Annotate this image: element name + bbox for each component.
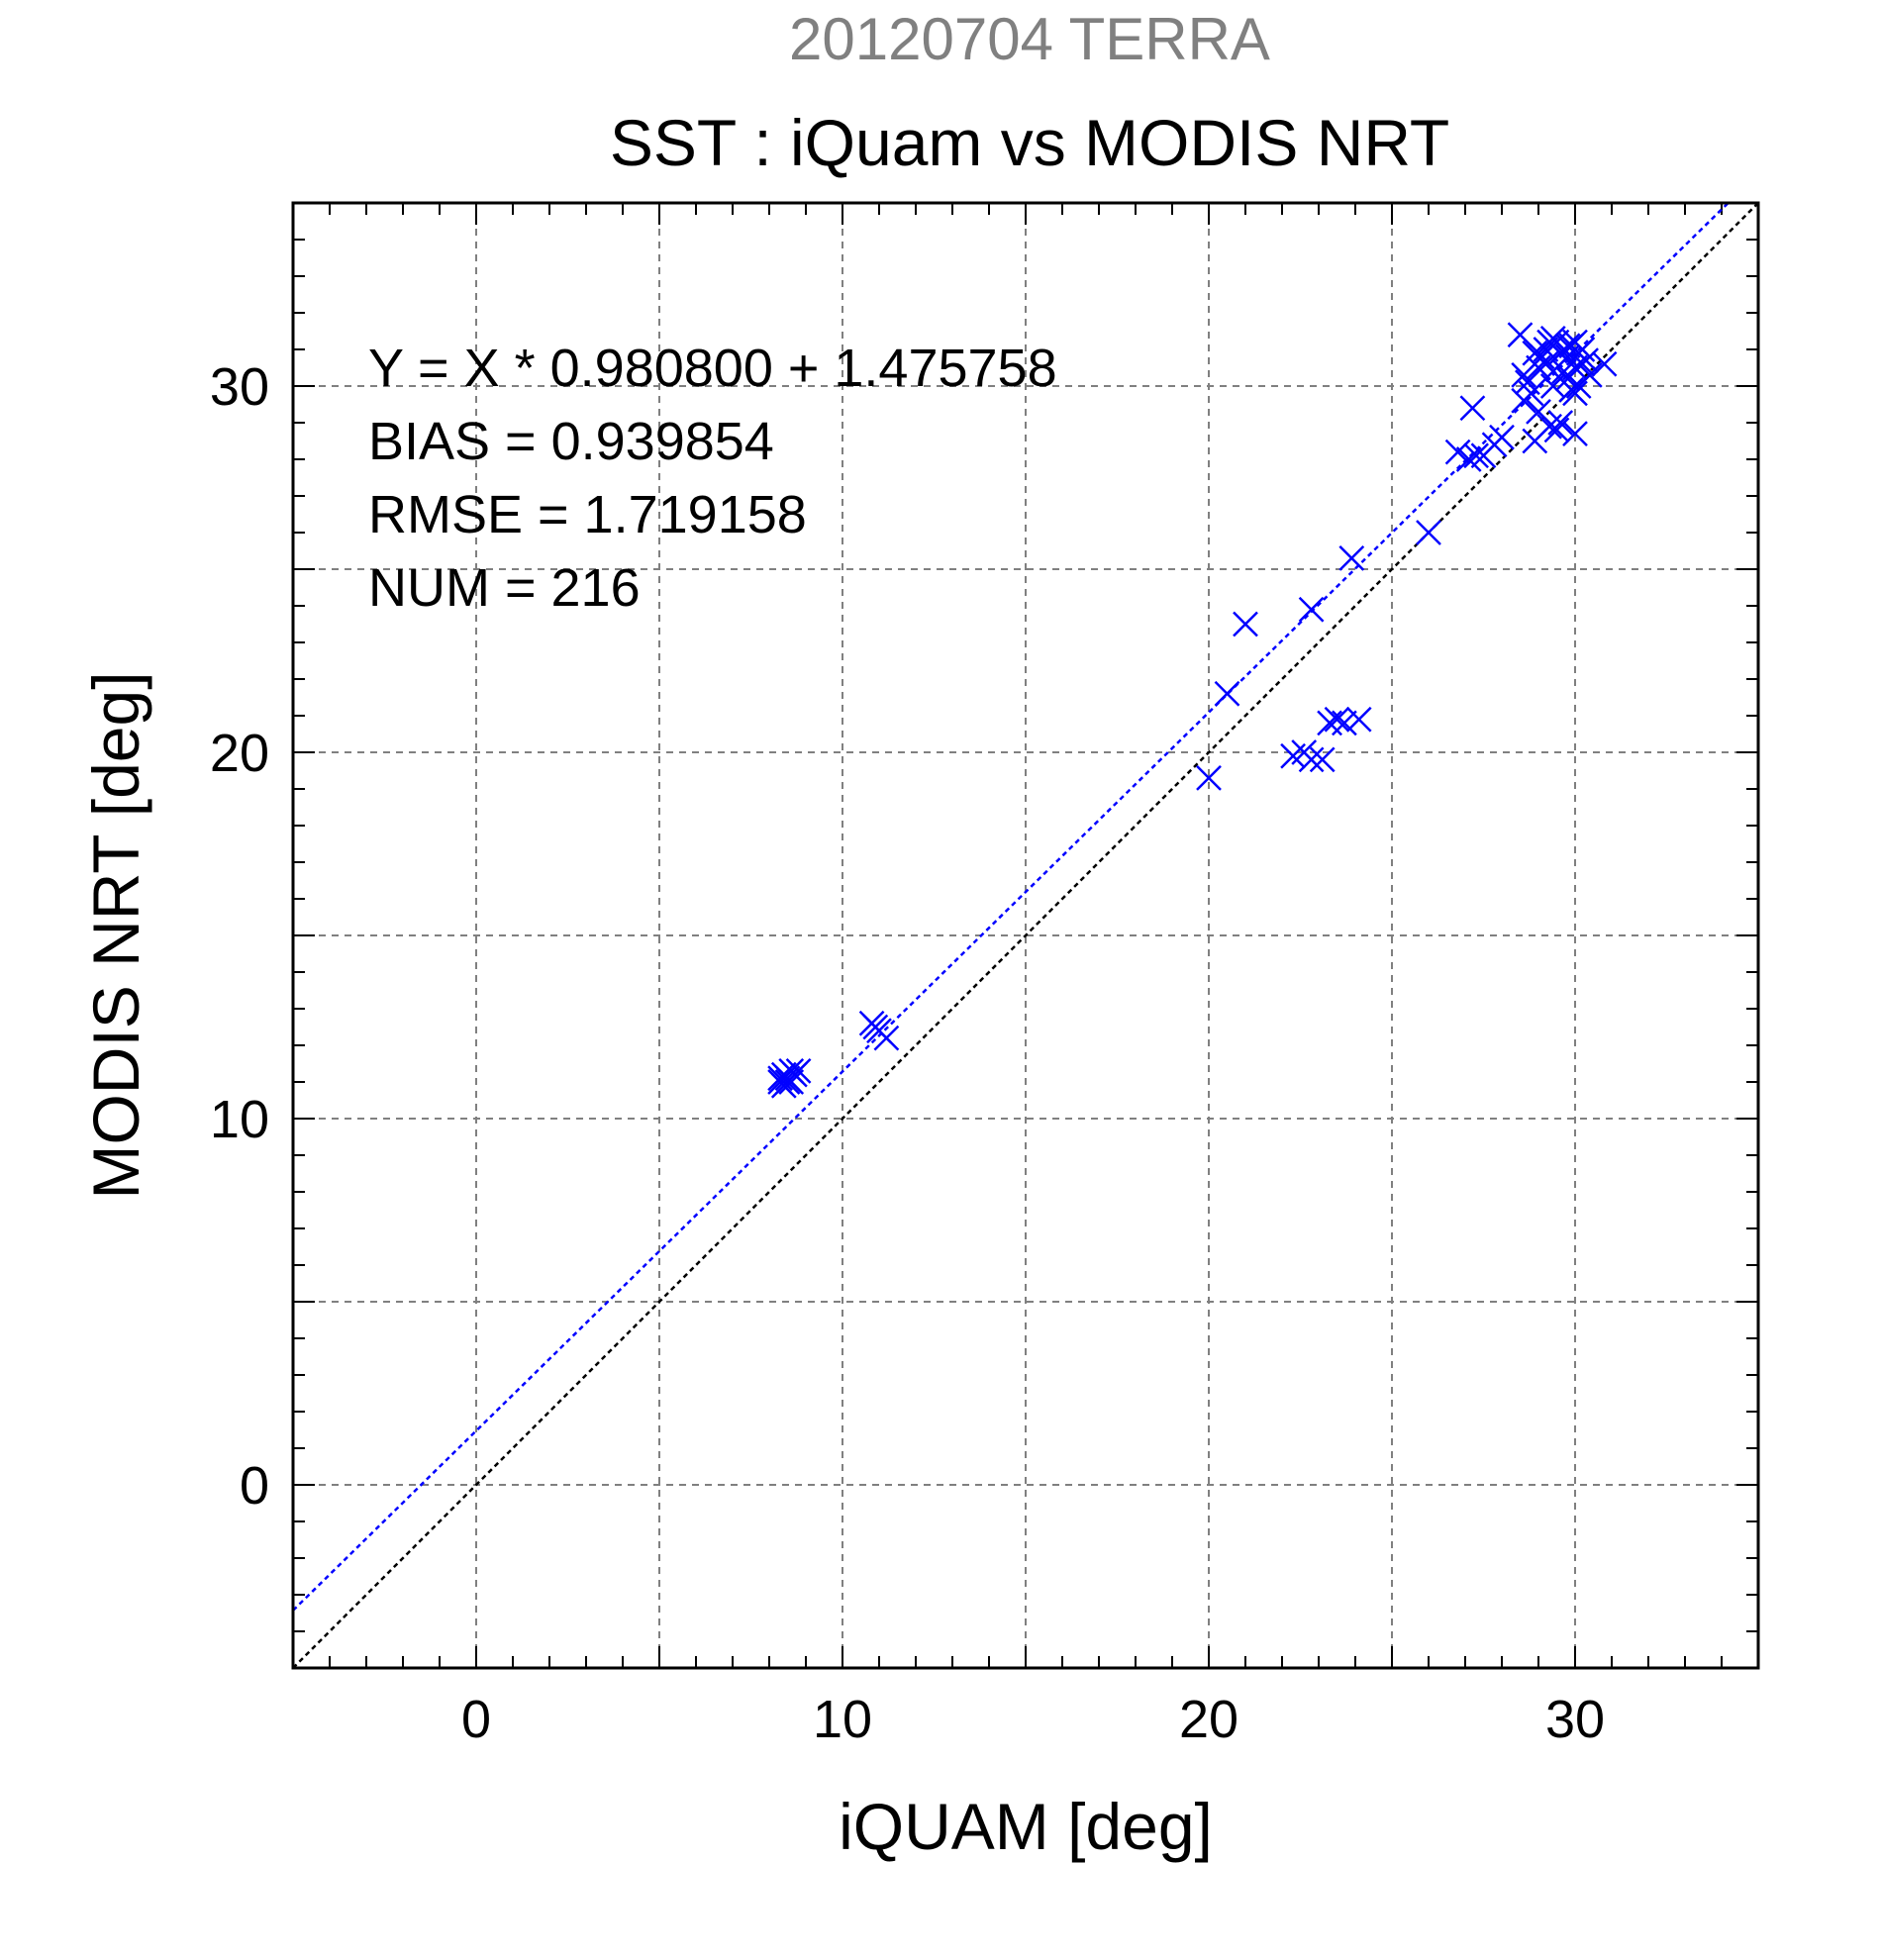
marker-stroke <box>1455 446 1482 472</box>
marker-stroke <box>1569 350 1596 377</box>
marker-stroke <box>1489 424 1515 450</box>
marker-stroke <box>1539 358 1566 385</box>
marker-stroke <box>1562 380 1588 407</box>
y-tick-label: 20 <box>210 724 269 783</box>
marker-stroke <box>1196 765 1222 791</box>
marker-stroke <box>1562 329 1588 355</box>
data-point <box>1214 680 1240 707</box>
y-tick-label: 0 <box>240 1456 269 1516</box>
marker-stroke <box>1507 322 1534 348</box>
marker-stroke <box>1309 746 1336 773</box>
data-point <box>1298 746 1325 773</box>
data-point <box>1298 596 1325 623</box>
data-point <box>1562 380 1588 407</box>
data-point <box>1338 545 1365 571</box>
marker-stroke <box>1526 399 1551 425</box>
marker-stroke <box>1332 710 1357 736</box>
stats-line: NUM = 216 <box>368 558 641 618</box>
data-point <box>1562 421 1588 446</box>
y-axis-label: MODIS NRT [deg] <box>79 671 152 1199</box>
data-point <box>1459 395 1486 422</box>
marker-stroke <box>1591 350 1618 377</box>
chart-title: SST : iQuam vs MODIS NRT <box>610 106 1449 179</box>
marker-stroke <box>1547 410 1574 436</box>
data-point <box>1233 611 1258 637</box>
stats-line: RMSE = 1.719158 <box>368 485 807 544</box>
marker-stroke <box>785 1058 812 1084</box>
data-point <box>1416 520 1441 545</box>
identity-line <box>293 203 1758 1668</box>
data-point <box>778 1069 805 1095</box>
x-tick-label: 10 <box>813 1690 872 1749</box>
data-points <box>767 322 1618 1099</box>
data-point <box>1507 322 1534 348</box>
x-tick-labels: 0 10 20 30 <box>461 1690 1605 1749</box>
marker-stroke <box>1298 746 1325 773</box>
data-point <box>1569 350 1596 377</box>
marker-stroke <box>1511 387 1537 414</box>
data-point <box>1463 442 1489 469</box>
stats-line: BIAS = 0.939854 <box>368 412 774 471</box>
data-point <box>1309 746 1336 773</box>
marker-stroke <box>1459 395 1486 422</box>
data-point <box>1196 765 1222 791</box>
data-point <box>1345 706 1372 733</box>
data-point <box>1489 424 1515 450</box>
x-axis-label: iQUAM [deg] <box>839 1790 1213 1863</box>
data-point <box>1332 710 1357 736</box>
data-point <box>785 1058 812 1084</box>
y-tick-labels: 0 10 20 30 <box>210 357 269 1516</box>
stats-line: Y = X * 0.980800 + 1.475758 <box>368 339 1057 398</box>
marker-stroke <box>1554 333 1581 359</box>
data-point <box>1554 333 1581 359</box>
marker-stroke <box>767 1065 793 1092</box>
marker-stroke <box>1298 596 1325 623</box>
marker-stroke <box>1416 520 1441 545</box>
regression-line <box>293 203 1731 1612</box>
stats-annotation: Y = X * 0.980800 + 1.475758 BIAS = 0.9398… <box>368 339 1057 618</box>
marker-stroke <box>778 1069 805 1095</box>
data-point <box>1324 706 1350 733</box>
marker-stroke <box>1324 706 1350 733</box>
marker-stroke <box>873 1025 900 1051</box>
y-tick-label: 10 <box>210 1090 269 1149</box>
data-point <box>1591 350 1618 377</box>
marker-stroke <box>1562 421 1588 446</box>
data-point <box>1547 410 1574 436</box>
data-point <box>1539 358 1566 385</box>
plot-frame <box>291 201 1760 1670</box>
reference-lines <box>293 203 1758 1668</box>
marker-stroke <box>1233 611 1258 637</box>
data-point <box>1562 329 1588 355</box>
marker-stroke <box>1551 358 1577 385</box>
y-tick-label: 30 <box>210 357 269 417</box>
marker-stroke <box>1565 373 1592 399</box>
data-point <box>873 1025 900 1051</box>
marker-stroke <box>1345 706 1372 733</box>
chart-suptitle: 20120704 TERRA <box>789 6 1270 72</box>
axis-ticks <box>293 203 1758 1668</box>
marker-stroke <box>1463 442 1489 469</box>
marker-stroke <box>1214 680 1240 707</box>
data-point <box>1565 373 1592 399</box>
x-tick-label: 20 <box>1179 1690 1238 1749</box>
x-tick-label: 0 <box>461 1690 491 1749</box>
data-point <box>1511 387 1537 414</box>
marker-stroke <box>1338 545 1365 571</box>
x-tick-label: 30 <box>1545 1690 1605 1749</box>
data-point <box>1455 446 1482 472</box>
